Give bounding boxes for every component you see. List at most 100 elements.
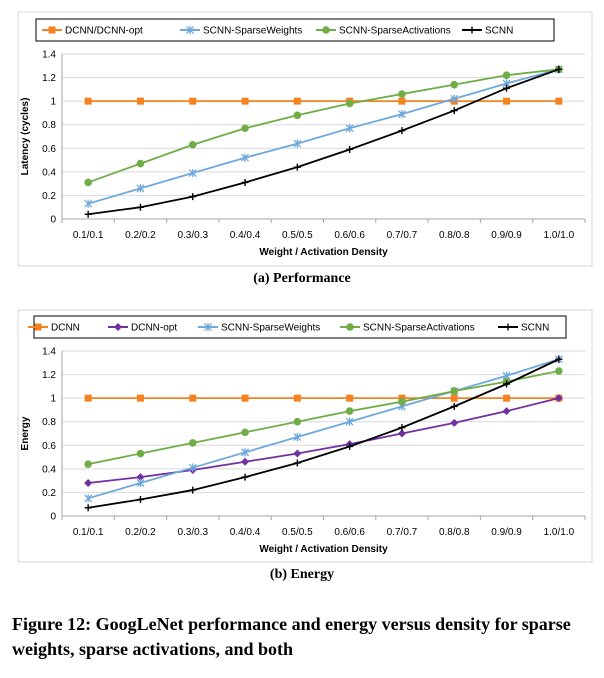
- data-point: [241, 394, 249, 402]
- x-tick-label: 0.9/0.9: [491, 527, 522, 538]
- y-tick-label: 0.6: [42, 144, 56, 155]
- data-point: [398, 127, 406, 135]
- x-tick-label: 0.7/0.7: [387, 527, 418, 538]
- data-point: [188, 140, 197, 149]
- x-tick-label: 0.8/0.8: [439, 527, 470, 538]
- legend-item: SCNN-SparseWeights: [198, 323, 320, 334]
- data-point: [503, 97, 511, 105]
- legend-label: SCNN-SparseWeights: [221, 323, 320, 334]
- data-point: [293, 449, 302, 458]
- legend-marker: [114, 323, 122, 331]
- legend-label: DCNN/DCNN-opt: [65, 26, 143, 37]
- legend-label: DCNN-opt: [131, 323, 177, 334]
- legend-item: DCNN/DCNN-opt: [42, 26, 143, 37]
- y-tick-label: 1.4: [42, 347, 56, 358]
- legend-label: SCNN-SparseWeights: [203, 26, 302, 37]
- data-point: [84, 460, 92, 468]
- legend-item: SCNN-SparseActivations: [340, 323, 475, 334]
- legend-item: SCNN-SparseWeights: [180, 26, 302, 37]
- legend-marker: [48, 26, 56, 34]
- series-scnn-sparseactivations: [84, 65, 563, 187]
- data-point: [503, 394, 511, 402]
- legend-marker: [204, 322, 212, 332]
- data-point: [293, 139, 302, 148]
- legend-item: SCNN: [498, 323, 549, 334]
- data-point: [188, 439, 197, 447]
- data-point: [189, 97, 197, 105]
- data-point: [293, 97, 301, 105]
- x-tick-label: 0.7/0.7: [387, 230, 418, 241]
- figure-caption: Figure 12: GoogLeNet performance and ene…: [12, 614, 571, 659]
- subcaption: (a) Performance: [253, 271, 351, 286]
- x-tick-label: 0.9/0.9: [491, 230, 522, 241]
- y-axis-title: Latency (cycles): [20, 98, 31, 176]
- legend-item: DCNN-opt: [108, 323, 177, 334]
- legend-marker: [504, 323, 512, 331]
- legend-label: SCNN-SparseActivations: [339, 26, 451, 37]
- data-point: [450, 394, 458, 402]
- data-point: [241, 178, 249, 186]
- data-point: [345, 407, 354, 415]
- data-point: [293, 163, 301, 171]
- y-axis-title: Energy: [20, 416, 31, 450]
- legend-label: SCNN-SparseActivations: [363, 323, 475, 334]
- y-tick-label: 0.4: [42, 464, 56, 475]
- data-point: [346, 394, 354, 402]
- y-tick-label: 0.8: [42, 417, 56, 428]
- series-line: [87, 68, 559, 184]
- y-tick-label: 0.2: [42, 488, 56, 499]
- x-tick-label: 0.2/0.2: [125, 230, 156, 241]
- y-tick-label: 0.8: [42, 120, 56, 131]
- data-point: [241, 448, 250, 457]
- legend-marker: [186, 25, 194, 35]
- chart-frame: [17, 309, 593, 563]
- legend-item: SCNN-SparseActivations: [316, 26, 451, 37]
- chart-frame: [17, 11, 593, 267]
- legend-marker: [322, 26, 330, 34]
- y-tick-label: 0: [50, 215, 56, 226]
- data-point: [450, 387, 459, 395]
- x-tick-label: 0.3/0.3: [177, 527, 208, 538]
- x-axis-title: Weight / Activation Density: [259, 247, 388, 258]
- data-point: [241, 473, 249, 481]
- x-tick-label: 0.1/0.1: [73, 230, 104, 241]
- data-point: [241, 457, 250, 466]
- x-axis-title: Weight / Activation Density: [259, 544, 388, 555]
- data-point: [555, 355, 563, 363]
- data-point: [450, 80, 459, 89]
- y-tick-label: 1: [50, 394, 56, 405]
- data-point: [397, 429, 406, 438]
- chart-performance: 0 0.2 0.4 0.6 0.8 1 1.2 1.4 0.1/0.1 0.2/0.2 0.3/0.…: [17, 11, 593, 267]
- legend-label: SCNN: [485, 26, 513, 37]
- x-tick-label: 1.0/1.0: [544, 527, 575, 538]
- x-tick-label: 0.4/0.4: [230, 230, 261, 241]
- data-point: [136, 496, 144, 503]
- data-point: [450, 107, 458, 115]
- y-tick-label: 1.2: [42, 73, 56, 84]
- x-tick-label: 1.0/1.0: [544, 230, 575, 241]
- data-point: [293, 394, 301, 402]
- data-point: [136, 478, 145, 488]
- series-line: [87, 358, 560, 500]
- data-point: [241, 153, 250, 162]
- y-tick-label: 0.4: [42, 167, 56, 178]
- series-line: [88, 358, 560, 509]
- x-tick-label: 0.6/0.6: [334, 230, 365, 241]
- legend-item: DCNN: [28, 323, 80, 334]
- data-point: [502, 407, 511, 416]
- legend-marker: [34, 323, 42, 331]
- data-point: [293, 432, 302, 442]
- data-point: [450, 402, 458, 410]
- data-point: [346, 145, 354, 153]
- data-point: [84, 199, 93, 208]
- legend-marker: [468, 26, 476, 34]
- series-line: [88, 397, 560, 484]
- data-point: [398, 90, 406, 98]
- data-point: [345, 99, 354, 108]
- data-point: [398, 424, 406, 432]
- data-point: [189, 486, 197, 494]
- legend-item: SCNN: [462, 26, 513, 37]
- series-scnn-sparseactivations: [84, 367, 563, 468]
- data-point: [503, 84, 511, 92]
